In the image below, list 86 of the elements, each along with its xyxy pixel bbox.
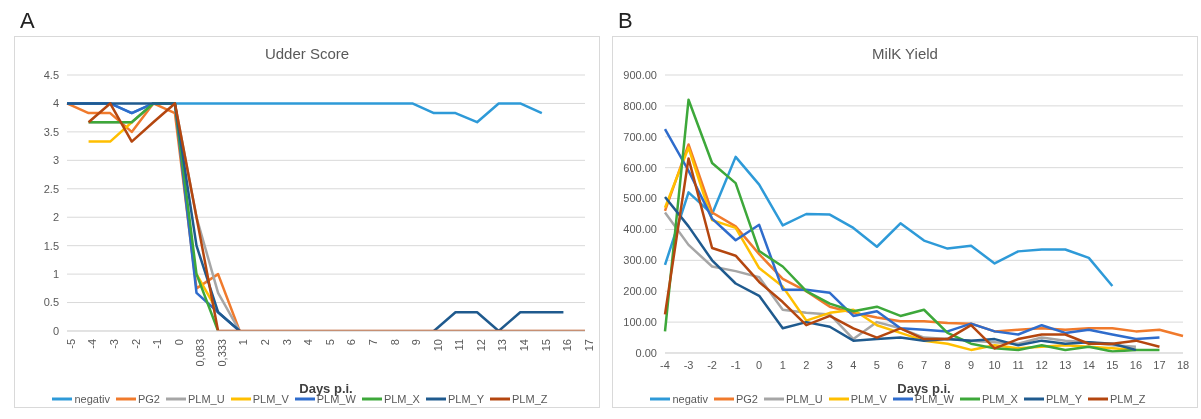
x-tick-label: 7 (366, 339, 379, 346)
x-tick-label: 10 (431, 339, 444, 352)
x-tick-label: 7 (920, 358, 928, 371)
y-tick-label: 4.5 (43, 68, 59, 81)
x-tick-label: 5 (873, 358, 880, 371)
legend-label: PLM_X (981, 393, 1018, 405)
y-tick-label: 800.00 (623, 99, 657, 112)
y-tick-label: 500.00 (623, 192, 657, 205)
x-tick-label: 1 (779, 358, 786, 371)
chart-title: MilK Yield (871, 45, 939, 64)
x-tick-label: -3 (107, 339, 120, 349)
y-tick-label: 400.00 (623, 223, 657, 236)
legend-label: PLM_V (252, 393, 289, 405)
x-tick-label: 15 (1106, 358, 1119, 371)
x-tick-label: 5 (323, 339, 336, 346)
chart-title: Udder Score (263, 45, 351, 64)
x-tick-label: 6 (345, 339, 358, 346)
y-tick-label: 0.5 (43, 296, 59, 309)
x-tick-label: 3 (280, 339, 293, 346)
x-tick-label: 11 (453, 339, 466, 351)
legend-label: PLM_U (187, 393, 225, 405)
y-tick-label: 900.00 (623, 68, 657, 81)
x-tick-label: 12 (474, 339, 487, 352)
x-tick-label: 2 (803, 358, 810, 371)
x-tick-label: -5 (64, 339, 77, 349)
x-tick-label: 18 (1176, 358, 1190, 371)
legend-label: PLM_U (785, 393, 823, 405)
x-tick-label: 0,333 (215, 339, 228, 367)
x-tick-label: 14 (518, 339, 531, 352)
y-tick-label: 1.5 (43, 239, 59, 252)
legend-label: PLM_Z (1110, 393, 1146, 405)
x-tick-label: 11 (1012, 358, 1024, 371)
x-tick-label: 0 (172, 339, 185, 346)
x-tick-label: -4 (660, 358, 670, 371)
x-tick-label: 4 (302, 339, 315, 346)
legend-label: PLM_Z (512, 393, 548, 405)
y-tick-label: 4 (52, 97, 59, 110)
y-tick-label: 700.00 (623, 130, 657, 143)
x-tick-label: 10 (988, 358, 1001, 371)
legend-label: PG2 (735, 393, 758, 405)
x-tick-label: 13 (1059, 358, 1072, 371)
x-tick-label: 0,083 (194, 339, 207, 367)
y-tick-label: 600.00 (623, 161, 657, 174)
x-tick-label: 16 (1129, 358, 1143, 371)
y-tick-label: 1 (52, 268, 59, 281)
y-tick-label: 0.00 (635, 346, 657, 359)
x-tick-label: 8 (944, 358, 951, 371)
legend-label: PLM_X (383, 393, 420, 405)
y-tick-label: 0 (52, 324, 59, 337)
x-tick-label: 6 (897, 358, 904, 371)
x-tick-label: 17 (582, 339, 595, 352)
legend-label: negativ (672, 393, 708, 405)
x-tick-label: -3 (683, 358, 694, 371)
legend-label: negativ (74, 393, 110, 405)
x-tick-label: -2 (129, 339, 142, 349)
x-tick-label: 9 (968, 358, 975, 371)
text: B (618, 8, 633, 33)
x-tick-label: 14 (1082, 358, 1095, 371)
y-tick-label: 2 (52, 211, 59, 224)
x-tick-label: -1 (730, 358, 741, 371)
x-tick-label: 8 (388, 339, 401, 346)
x-tick-label: 17 (1153, 358, 1166, 371)
legend-label: PG2 (137, 393, 160, 405)
x-tick-label: 13 (496, 339, 509, 352)
x-tick-label: 4 (850, 358, 857, 371)
y-tick-label: 100.00 (623, 316, 657, 329)
x-tick-label: -4 (86, 339, 99, 349)
x-tick-label: -2 (707, 358, 717, 371)
x-tick-label: 16 (561, 339, 574, 352)
x-tick-label: 2 (259, 339, 272, 346)
y-tick-label: 300.00 (623, 254, 657, 267)
y-tick-label: 200.00 (623, 285, 657, 298)
y-tick-label: 3 (52, 154, 59, 167)
x-tick-label: 3 (826, 358, 833, 371)
text: A (20, 8, 35, 33)
x-tick-label: 0 (756, 358, 763, 371)
x-tick-label: -1 (151, 339, 164, 349)
y-tick-label: 3.5 (43, 125, 59, 138)
x-tick-label: 15 (539, 339, 552, 352)
y-tick-label: 2.5 (43, 182, 59, 195)
x-tick-label: 1 (237, 339, 250, 346)
legend-label: PLM_Y (447, 393, 485, 405)
x-tick-label: 9 (410, 339, 423, 346)
legend-label: PLM_V (850, 393, 887, 405)
x-tick-label: 12 (1035, 358, 1048, 371)
legend-label: PLM_Y (1045, 393, 1083, 405)
